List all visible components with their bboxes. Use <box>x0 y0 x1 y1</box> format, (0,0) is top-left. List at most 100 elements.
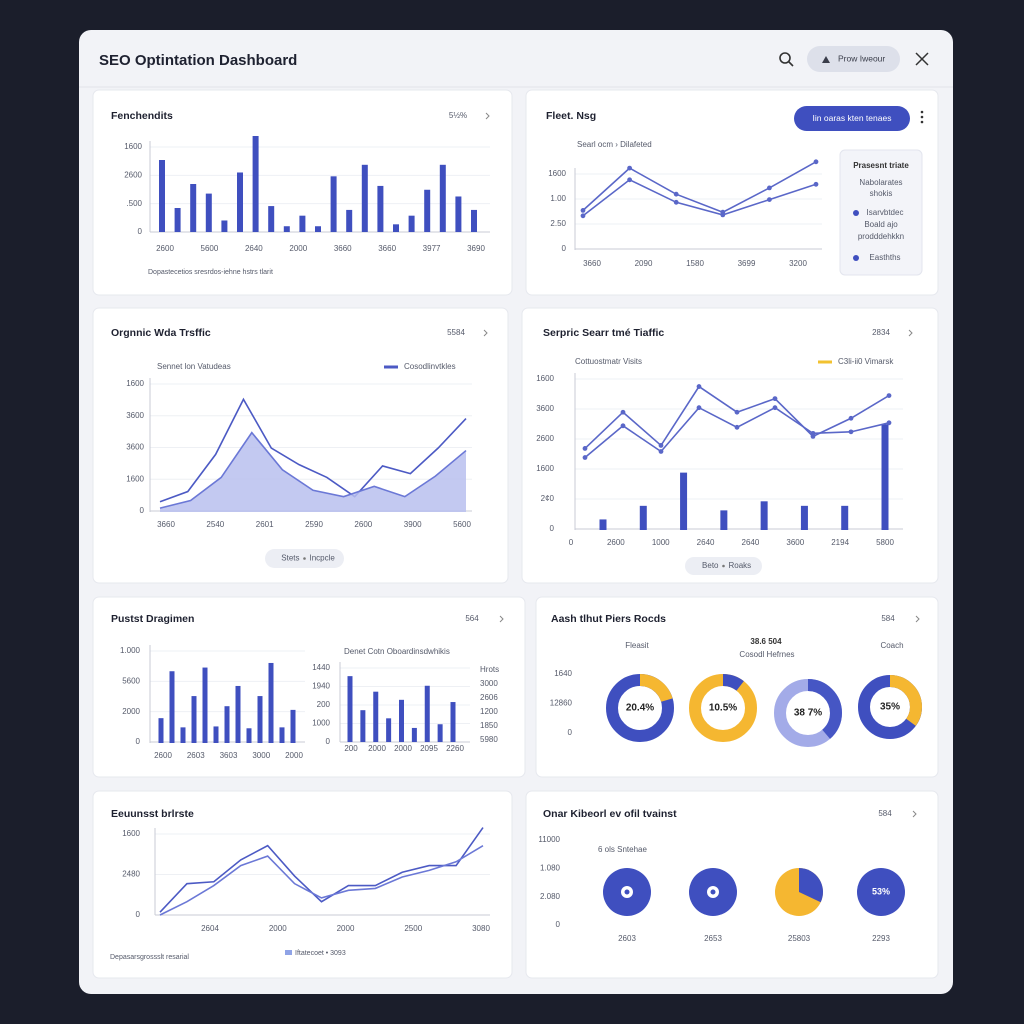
y-axis-label: 2.50 <box>550 219 566 228</box>
x-axis-label: 2600 <box>156 244 174 253</box>
bar <box>800 505 808 530</box>
menu-dot[interactable] <box>920 115 924 119</box>
line-marker <box>767 197 772 203</box>
x-axis-label: 2500 <box>404 924 422 933</box>
y2-axis-label: 5980 <box>480 735 498 744</box>
chart-label: Coach <box>880 641 903 650</box>
line-marker <box>734 409 740 415</box>
line <box>159 844 484 916</box>
x-axis-label: 2590 <box>305 520 323 529</box>
panel <box>525 89 939 296</box>
bar <box>639 505 647 530</box>
bar <box>450 702 456 742</box>
bar <box>841 505 849 530</box>
search-icon[interactable] <box>779 52 794 67</box>
kpi-circle <box>857 868 905 916</box>
y2-axis-label: 2606 <box>480 693 498 702</box>
x-axis-label: 2095 <box>420 744 438 753</box>
panel <box>92 596 526 778</box>
bar <box>377 185 384 232</box>
panel-title: Aash tlhut Piers Rocds <box>551 613 666 625</box>
panel-badge: 564 <box>465 614 479 623</box>
bar <box>213 726 219 743</box>
bar <box>471 209 477 232</box>
donut-arc <box>606 674 674 742</box>
legend-label: Prasesnt triate <box>853 161 909 170</box>
bar <box>330 176 337 232</box>
button-icon <box>822 56 830 63</box>
bar <box>386 718 392 742</box>
header-button-label[interactable]: Prow Iweour <box>838 53 885 63</box>
x-axis-label: 3660 <box>378 244 396 253</box>
panel-title: Fleet. Nsg <box>546 110 596 122</box>
y-axis-label: 1.000 <box>120 646 141 655</box>
line-marker <box>582 446 588 451</box>
legend-label: Boald ajo <box>864 220 898 229</box>
action-button[interactable] <box>794 106 910 131</box>
bar <box>424 685 430 742</box>
bar <box>169 671 175 743</box>
x-axis-label: 2603 <box>618 934 636 943</box>
bar <box>439 164 446 232</box>
bar <box>283 226 290 232</box>
line-marker <box>673 191 679 197</box>
y-axis-label: 1600 <box>536 464 554 473</box>
bar <box>180 727 186 743</box>
y-axis-label: 3600 <box>126 411 144 420</box>
bar <box>411 727 417 742</box>
y-axis-label: 3600 <box>536 404 554 413</box>
chevron <box>908 329 913 337</box>
y-axis-label: 1.00 <box>550 194 566 203</box>
bar <box>346 209 353 232</box>
x-axis-label: 2000 <box>289 244 307 253</box>
bar <box>299 215 306 232</box>
y-axis-label: 1.080 <box>540 863 561 872</box>
header-button[interactable] <box>807 46 900 72</box>
subtitle: 6 ols Sntehae <box>598 845 647 854</box>
subtitle: Searl ocm › Dilafeted <box>577 140 652 149</box>
bar <box>393 224 399 232</box>
x-axis-label: 2600 <box>354 520 372 529</box>
line <box>582 178 817 217</box>
chevron <box>499 615 504 623</box>
y-axis-label: 0 <box>136 737 141 746</box>
bar <box>360 710 366 742</box>
chevron <box>915 615 920 623</box>
y2-axis-label: 3000 <box>480 679 498 688</box>
y-axis-label: 1640 <box>554 669 572 678</box>
bar <box>159 160 165 232</box>
x-axis-label: 2293 <box>872 934 890 943</box>
y-axis-label: 0 <box>138 227 143 236</box>
bar <box>257 696 263 743</box>
x-axis-label: 2194 <box>831 538 849 547</box>
line-marker <box>696 384 702 389</box>
panel-badge: 5½% <box>449 111 467 120</box>
y-axis-label: 0 <box>568 728 573 737</box>
y-axis-label: 1600 <box>126 379 144 388</box>
x-axis-label: 3660 <box>334 244 352 253</box>
y-axis-label: 1940 <box>312 682 330 691</box>
bar <box>235 685 241 743</box>
bar <box>373 691 379 742</box>
close-button[interactable] <box>915 52 929 66</box>
line-marker <box>767 185 772 191</box>
chart-label: Fleasit <box>625 641 649 650</box>
chevron <box>483 329 488 337</box>
y-axis-label: 0 <box>140 506 145 515</box>
bar <box>224 706 230 743</box>
x-axis-label: 2603 <box>187 751 205 760</box>
subtitle: Denet Cotn Oboardinsdwhikis <box>344 647 450 656</box>
legend-dot <box>853 255 859 261</box>
menu-dot[interactable] <box>920 110 924 114</box>
x-axis-label: 3660 <box>583 259 601 268</box>
bar <box>424 189 431 232</box>
line-marker <box>848 429 854 435</box>
menu-dot[interactable] <box>920 120 924 124</box>
y-axis-label: 0 <box>136 910 141 919</box>
line-marker <box>582 455 588 460</box>
bar <box>437 724 443 742</box>
line-marker <box>772 396 778 402</box>
x-axis-label: 200 <box>344 744 358 753</box>
panel-title: Serpric Searr tmé Tiaffic <box>543 327 664 339</box>
x-axis-label: 1580 <box>686 259 704 268</box>
